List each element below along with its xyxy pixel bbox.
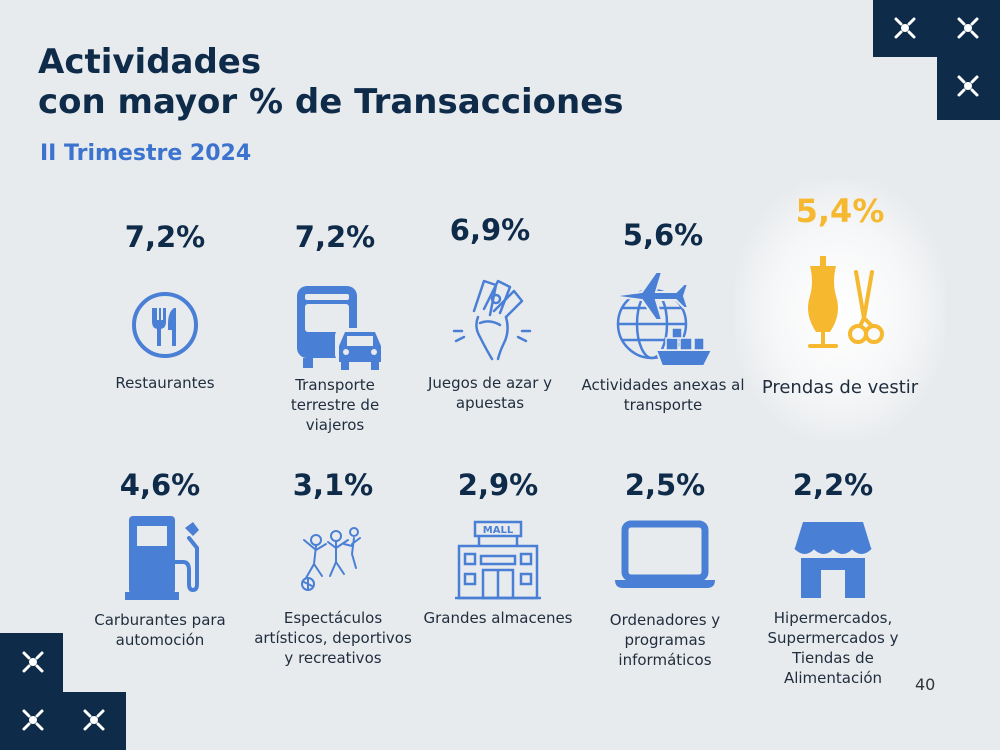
activity-label: Restaurantes — [115, 374, 215, 392]
money-hand-icon — [452, 279, 532, 361]
activity-percentage: 4,6% — [119, 468, 201, 502]
page-subtitle: II Trimestre 2024 — [40, 141, 252, 166]
page-title-line1: Actividades — [38, 42, 262, 82]
activity-label: Hipermercados, Supermercados y Tiendas d… — [767, 609, 899, 687]
corner-decoration-top-right-lower — [937, 57, 1000, 120]
store-awning-icon — [794, 522, 872, 598]
activity-label: Ordenadores y programas informáticos — [609, 611, 721, 669]
activity-label: Transporte terrestre de viajeros — [290, 376, 380, 434]
activity-label: Prendas de vestir — [761, 377, 919, 398]
svg-text:MALL: MALL — [483, 525, 514, 536]
corner-decoration-top-right — [873, 0, 1000, 57]
activity-percentage: 3,1% — [292, 468, 374, 502]
highlight-glow — [735, 180, 945, 440]
corner-decoration-bottom-left — [0, 633, 63, 750]
laptop-icon — [615, 520, 715, 588]
mannequin-scissors-icon — [808, 256, 884, 348]
activity-label: Juegos de azar y apuestas — [427, 374, 553, 412]
activity-label: Espectáculos artísticos, deportivos y re… — [254, 609, 412, 667]
corner-decoration-bottom-left-lower — [63, 692, 126, 750]
activity-percentage: 5,4% — [795, 192, 885, 230]
people-celebrating-icon — [301, 527, 361, 591]
page-title: Actividades con mayor % de Transacciones — [38, 42, 624, 122]
activity-label: Grandes almacenes — [423, 609, 573, 627]
globe-plane-ship-icon — [611, 271, 714, 367]
activity-percentage: 7,2% — [294, 220, 376, 254]
activity-label: Actividades anexas al transporte — [581, 376, 745, 414]
activity-percentage: 2,2% — [792, 468, 874, 502]
activity-percentage: 2,5% — [624, 468, 706, 502]
page-number: 40 — [915, 675, 936, 694]
activity-percentage: 7,2% — [124, 220, 206, 254]
mall-building-icon: MALL — [455, 520, 541, 600]
activity-percentage: 5,6% — [622, 218, 704, 252]
activity-label: Carburantes para automoción — [94, 611, 226, 649]
bus-car-icon — [297, 286, 385, 370]
page-title-line2: con mayor % de Transacciones — [38, 82, 624, 122]
fork-knife-icon — [132, 292, 198, 358]
activity-percentage: 6,9% — [449, 213, 531, 247]
activity-percentage: 2,9% — [457, 468, 539, 502]
fuel-pump-icon — [125, 516, 199, 600]
